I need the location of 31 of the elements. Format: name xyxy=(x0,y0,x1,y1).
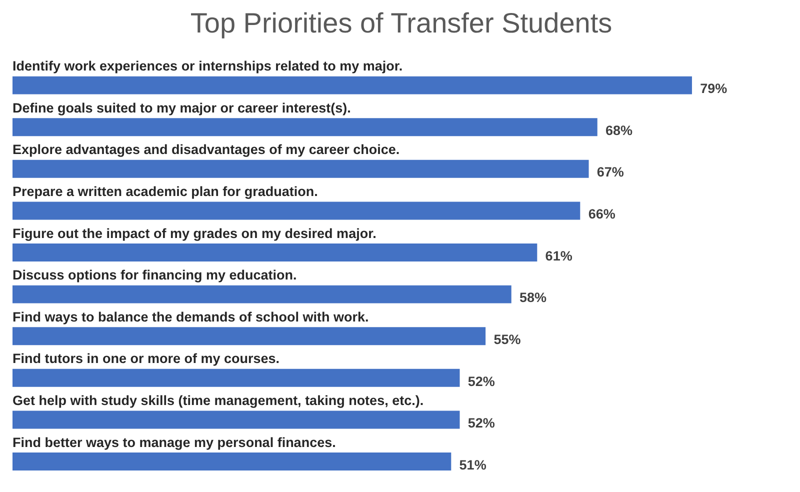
bar xyxy=(12,76,692,94)
bar xyxy=(12,160,589,178)
bar xyxy=(12,118,598,136)
y-tick-label: Prepare a written academic plan for graduation. xyxy=(12,184,318,199)
y-tick-label: Define goals suited to my major or career interest(s). xyxy=(12,100,351,116)
bar xyxy=(12,368,460,387)
bar xyxy=(12,244,538,262)
data-label: 55% xyxy=(494,332,521,347)
y-tick-label: Figure out the impact of my grades on my desired major. xyxy=(12,226,376,241)
y-tick-label: Find tutors in one or more of my courses. xyxy=(12,351,280,366)
bar xyxy=(12,202,580,220)
data-label: 61% xyxy=(545,248,572,264)
y-tick-label: Get help with study skills (time management, taking notes, etc.). xyxy=(12,392,424,408)
data-label: 66% xyxy=(588,206,616,222)
bar xyxy=(12,410,460,429)
data-label: 79% xyxy=(700,81,728,96)
data-label: 68% xyxy=(606,122,633,138)
y-tick-label: Find ways to balance the demands of school with work. xyxy=(12,309,369,324)
data-label: 67% xyxy=(596,164,624,180)
bar xyxy=(12,452,452,470)
data-label: 51% xyxy=(459,457,486,472)
bar xyxy=(12,327,486,346)
y-tick-label: Find better ways to manage my personal finances. xyxy=(12,434,336,450)
y-tick-label: Explore advantages and disadvantages of my career choice. xyxy=(12,142,400,158)
data-label: 58% xyxy=(520,290,547,306)
y-tick-label: Identify work experiences or internships related to my major. xyxy=(12,58,403,74)
data-label: 52% xyxy=(468,416,495,431)
bar xyxy=(12,285,512,304)
y-tick-label: Discuss options for financing my education. xyxy=(12,268,297,283)
data-label: 52% xyxy=(468,374,495,389)
chart-title: Top Priorities of Transfer Students xyxy=(190,8,612,38)
